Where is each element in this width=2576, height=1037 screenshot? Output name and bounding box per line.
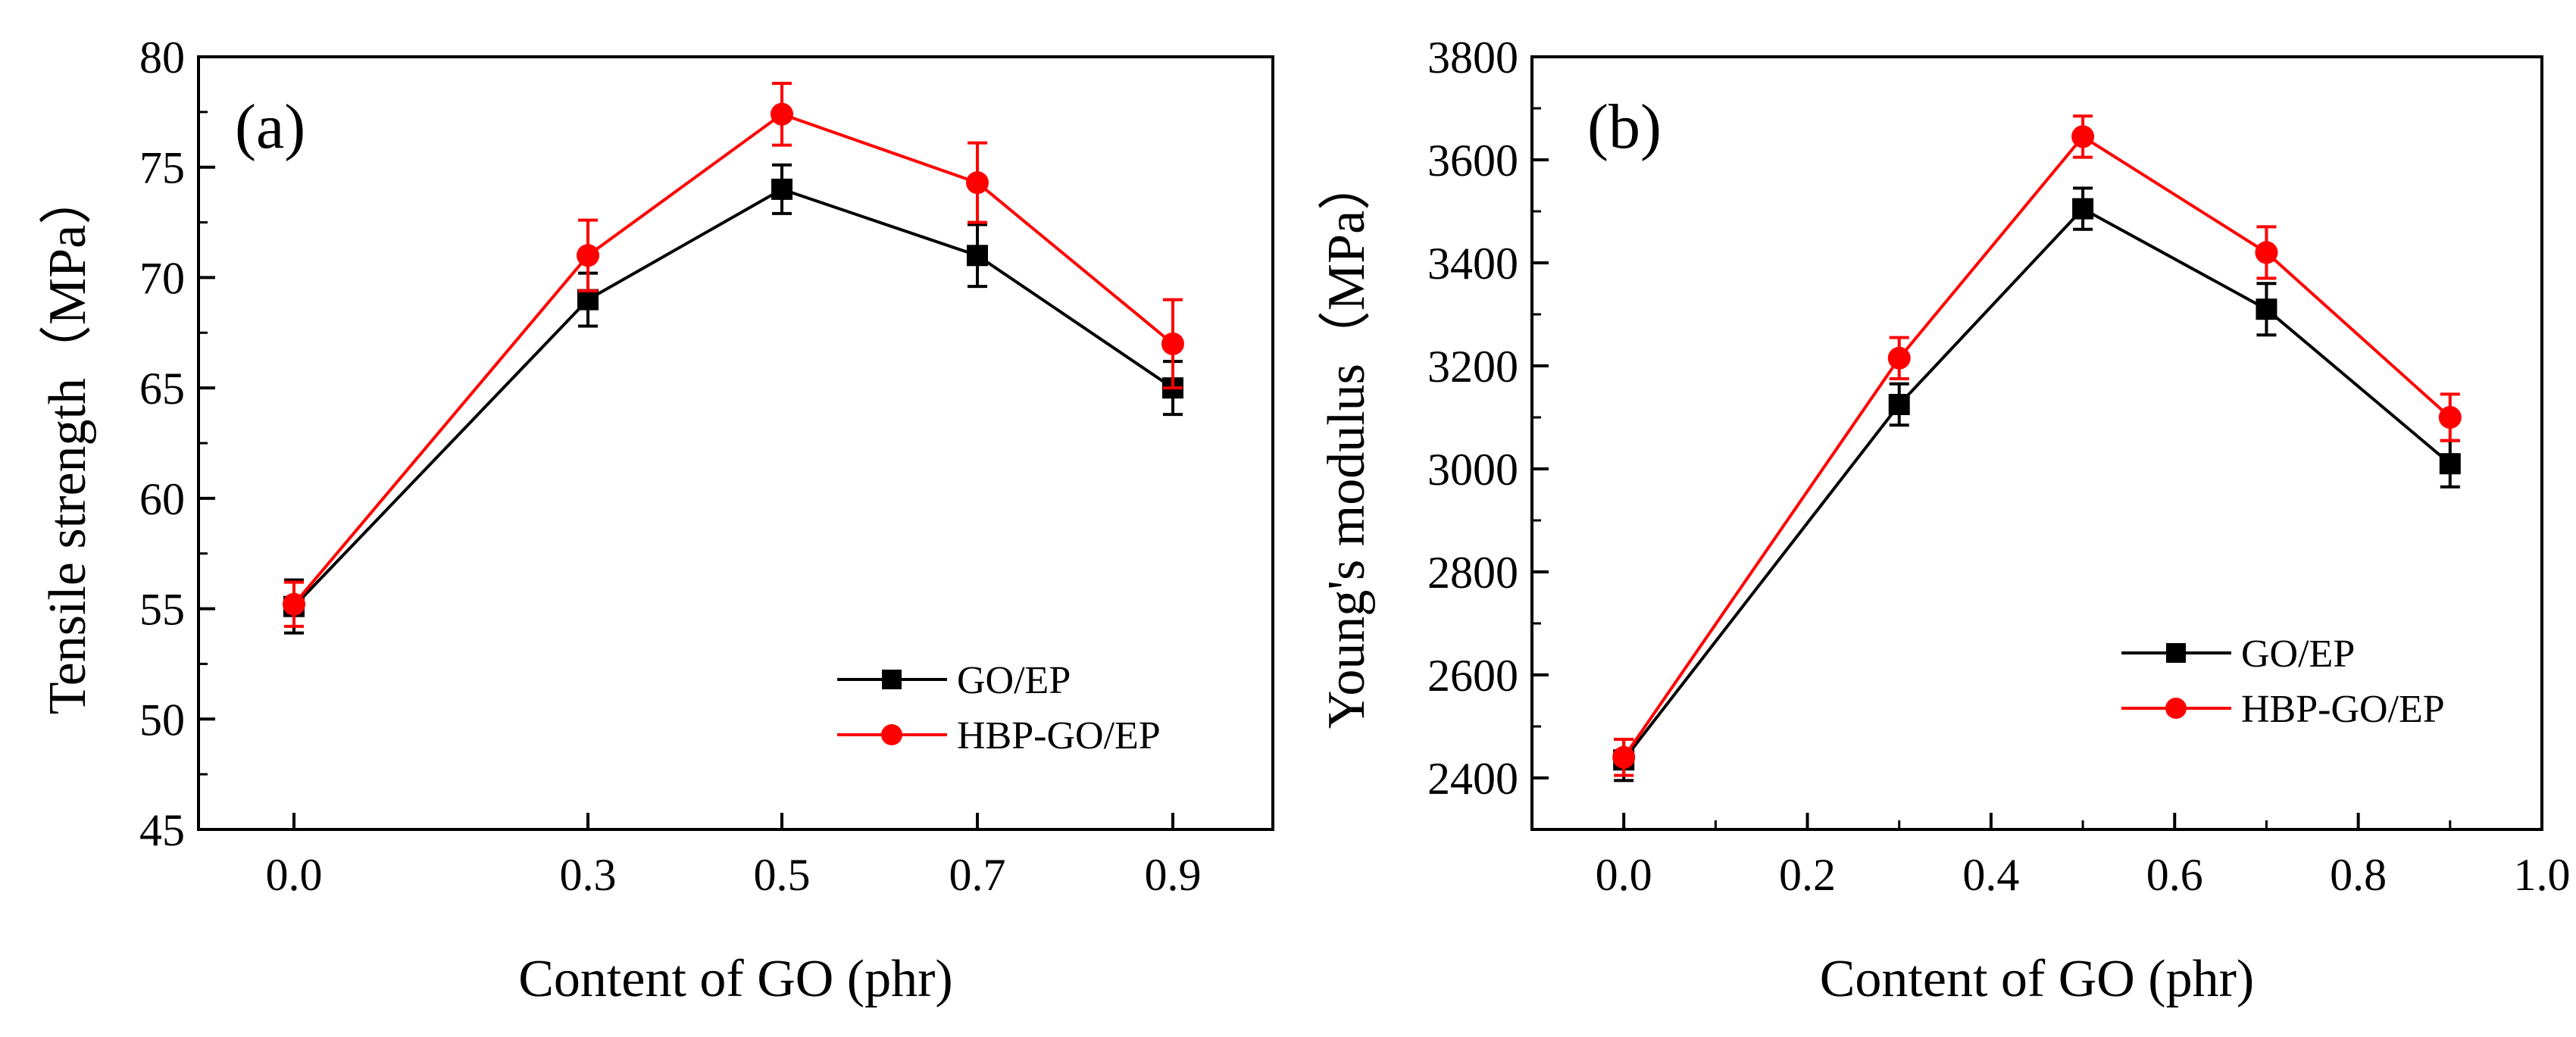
legend-marker	[881, 724, 902, 745]
data-point	[283, 592, 305, 616]
panel-label: (a)	[235, 92, 305, 162]
panel-label: (b)	[1587, 92, 1662, 162]
data-point	[2255, 241, 2278, 264]
plot-frame	[1530, 55, 2543, 831]
y-tick-label: 3800	[1427, 33, 1518, 83]
x-tick-label: 0.8	[2330, 850, 2387, 900]
legend: GO/EP HBP-GO/EP	[837, 659, 1161, 757]
y-tick-label: 45	[139, 805, 185, 855]
legend-marker	[882, 670, 902, 689]
y-tick-label: 60	[139, 474, 185, 524]
x-tick-label: 0.4	[1962, 850, 2019, 900]
series-go-ep	[283, 163, 1183, 635]
series-line	[292, 112, 1174, 606]
x-tick-label: 0.5	[754, 850, 811, 900]
x-tick-label: 0.9	[1145, 850, 1202, 900]
data-point	[1161, 332, 1184, 355]
x-tick-label: 0.2	[1779, 850, 1836, 900]
legend-marker	[2166, 643, 2186, 663]
data-point	[577, 244, 599, 267]
plot-frame	[197, 55, 1274, 831]
x-tick-label: 0.0	[1596, 850, 1652, 900]
legend-label: HBP-GO/EP	[957, 714, 1161, 757]
y-tick-label: 2600	[1427, 651, 1518, 701]
y-tick-label: 55	[139, 585, 185, 635]
data-point	[577, 289, 599, 311]
y-tick-label: 80	[139, 33, 185, 83]
legend-label: GO/EP	[2241, 633, 2355, 676]
y-tick-label: 65	[139, 364, 185, 414]
x-axis-title: Content of GO (phr)	[518, 950, 953, 1008]
data-point	[771, 102, 793, 126]
series-line	[292, 187, 1174, 608]
data-point	[1887, 346, 1911, 370]
y-tick-label: 3000	[1427, 445, 1518, 495]
y-tick-label: 70	[139, 253, 185, 303]
legend: GO/EP HBP-GO/EP	[2121, 633, 2445, 731]
series-hbp-go-ep	[1612, 114, 2462, 777]
series-hbp-go-ep	[283, 81, 1184, 628]
x-tick-label: 0.3	[560, 850, 617, 900]
y-tick-label: 2800	[1427, 548, 1518, 598]
y-axis-title: Tensile strength（MPa）	[39, 172, 97, 714]
y-tick-label: 3600	[1427, 136, 1518, 186]
x-tick-label: 0.7	[949, 850, 1006, 900]
x-tick-label: 0.6	[2146, 850, 2203, 900]
data-point	[2439, 453, 2461, 475]
data-point	[2256, 298, 2277, 320]
y-tick-label: 3400	[1427, 239, 1518, 289]
legend-marker	[2165, 698, 2187, 719]
data-point	[2072, 198, 2094, 220]
panel-b-youngs-modulus: 2400 2600 2800 3000 3200 3400 3600 3800 0.0 0.2 0.…	[1318, 33, 2571, 1008]
data-point	[771, 178, 792, 200]
data-point	[2438, 406, 2462, 429]
x-tick-label: 1.0	[2514, 850, 2571, 900]
x-tick-label: 0.0	[266, 850, 323, 900]
data-point	[966, 171, 989, 195]
y-tick-label: 2400	[1427, 754, 1518, 804]
data-point	[1612, 745, 1636, 769]
y-tick-label: 50	[139, 695, 185, 745]
y-tick-label: 3200	[1427, 342, 1518, 392]
y-axis-title: Young's modulus（MPa）	[1318, 158, 1376, 729]
x-axis-title: Content of GO (phr)	[1820, 950, 2255, 1008]
data-point	[2071, 125, 2095, 148]
y-tick-label: 75	[139, 143, 185, 193]
data-point	[1888, 394, 1910, 415]
legend-label: HBP-GO/EP	[2241, 688, 2445, 731]
data-point	[967, 245, 988, 267]
legend-label: GO/EP	[957, 659, 1071, 702]
series-line	[1622, 207, 2452, 761]
panel-a-tensile-strength: 45 50 55 60 65 70 75 80 0.0 0.3 0.5 0.7 0.9 Content o…	[39, 33, 1274, 1008]
